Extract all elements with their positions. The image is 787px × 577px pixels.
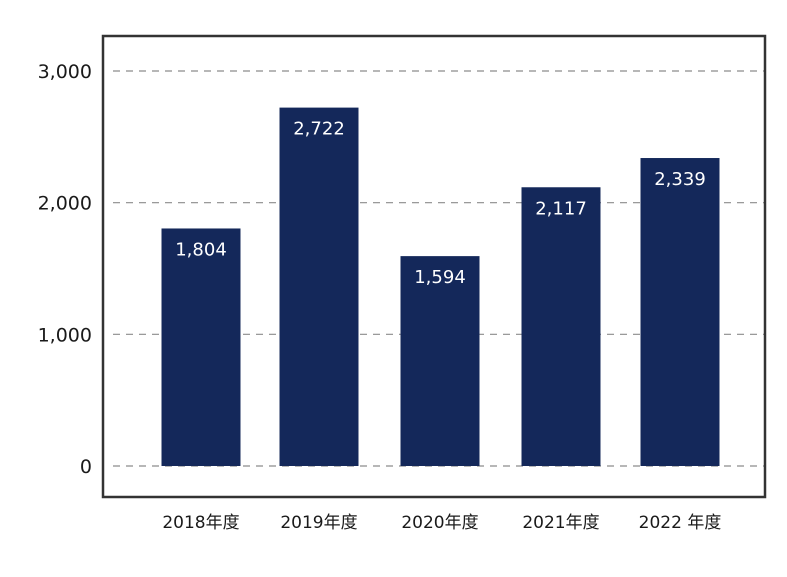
x-category-label: 2022 年度 [639,513,722,533]
bar [161,228,241,466]
y-tick-label: 0 [80,456,92,478]
y-axis-tick-labels: 0 1,000 2,000 3,000 [38,61,92,478]
bar-value-label: 2,117 [535,198,587,219]
bar-value-label: 1,594 [414,267,466,288]
bar [279,107,359,466]
y-tick-label: 2,000 [38,193,92,215]
bars [161,107,720,467]
bar-value-labels: 1,804 2,722 1,594 2,117 2,339 [175,119,706,289]
bar-value-label: 1,804 [175,239,227,260]
bar [521,187,601,467]
x-axis-category-labels: 2018年度 2019年度 2020年度 2021年度 2022 年度 [162,513,721,533]
x-category-label: 2020年度 [401,513,478,533]
y-tick-label: 3,000 [38,61,92,83]
plot-frame [101,34,767,499]
bar-value-label: 2,722 [293,119,345,140]
bar [640,158,720,466]
x-category-label: 2019年度 [280,513,357,533]
y-tick-label: 1,000 [38,324,92,346]
bar-value-label: 2,339 [654,169,706,190]
x-category-label: 2021年度 [522,513,599,533]
bar [400,256,480,466]
x-category-label: 2018年度 [162,513,239,533]
